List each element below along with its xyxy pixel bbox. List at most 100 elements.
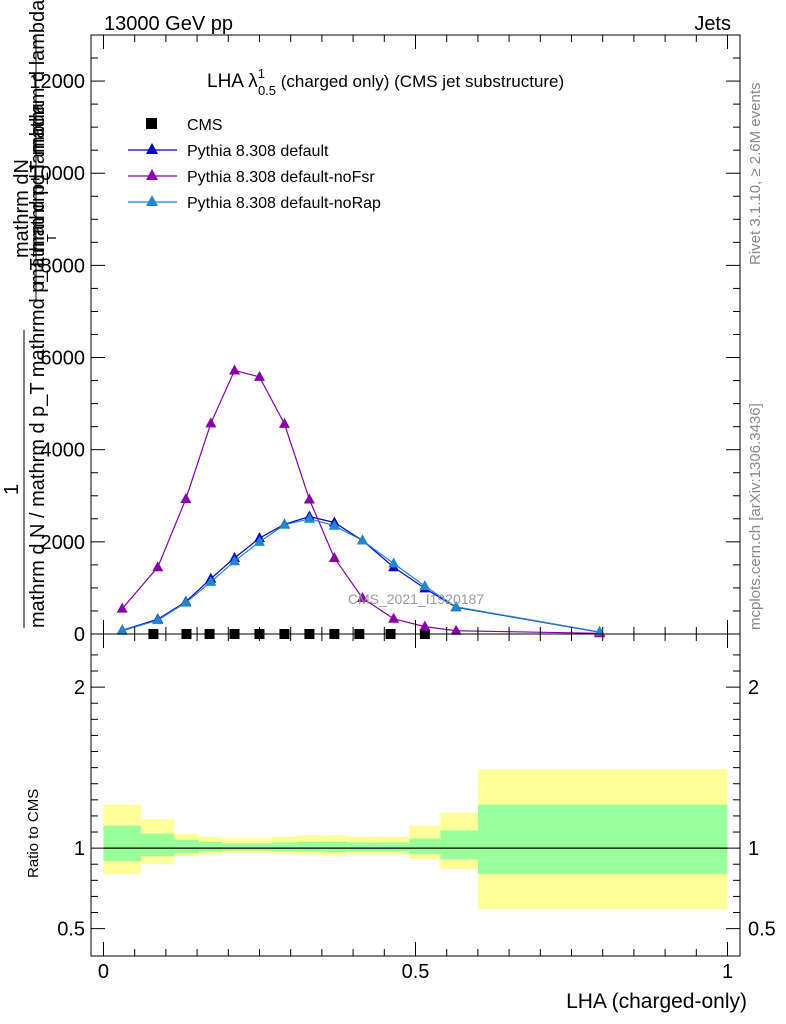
title-main: LHA λ — [207, 71, 258, 92]
ratio-axes: 0.5 0.5 1 1 2 2 0 0.5 1 — [57, 634, 776, 983]
ylabel-line-1: mathrm dN — [11, 159, 33, 258]
legend-entry-nofsr: Pythia 8.308 default-noFsr — [128, 169, 375, 186]
ylabel-note: T — [44, 234, 59, 242]
ratio-band-inner — [222, 843, 248, 851]
data-point — [116, 602, 128, 613]
ylabel-line-2: mathrm d p_T mathrm d lambda — [27, 0, 49, 285]
ratio-xtick-label: 0.5 — [402, 961, 430, 983]
data-point — [253, 535, 265, 546]
data-point — [388, 557, 400, 568]
ratio-band-inner — [247, 843, 272, 851]
legend-marker-default — [146, 143, 158, 154]
data-point — [328, 519, 340, 530]
ylabel-line-3: 1 — [1, 484, 23, 495]
data-point — [356, 592, 368, 603]
ratio-plot-data — [103, 769, 728, 910]
ratio-band-inner — [409, 838, 441, 854]
analysis-watermark: CMS_2021_I1920187 — [348, 591, 484, 607]
series-line — [122, 515, 600, 633]
legend-marker-norap — [146, 195, 158, 206]
main-title: LHA λ1 0.5 (charged only) (CMS jet substr… — [207, 66, 564, 98]
ratio-band-inner — [173, 840, 199, 853]
ratio-ytick-label: 0.5 — [57, 919, 85, 941]
legend-marker-cms — [146, 118, 157, 129]
ratio-band-inner — [321, 841, 347, 853]
title-sup: 1 — [258, 66, 265, 81]
xlabel: LHA (charged-only) — [566, 990, 747, 1013]
ratio-panel: 0.5 0.5 1 1 2 2 0 0.5 1 Ratio to CMS LHA (charge… — [25, 633, 776, 1013]
ratio-band-inner — [374, 842, 410, 852]
data-point — [388, 612, 400, 623]
title-rest: (charged only) (CMS jet substructure) — [276, 72, 564, 91]
ratio-ytick-label: 1 — [74, 838, 85, 860]
main-ytick-label: 6000 — [41, 348, 86, 370]
data-point — [356, 534, 368, 545]
ratio-band-inner — [198, 841, 223, 852]
data-point — [450, 600, 462, 611]
main-ytick-label: 8000 — [41, 255, 86, 277]
data-point — [419, 580, 431, 591]
data-point — [278, 518, 290, 529]
legend-entry-cms: CMS — [146, 117, 223, 134]
legend-label-default: Pythia 8.308 default — [187, 143, 329, 160]
data-point — [152, 614, 164, 625]
ratio-ytick-label: 2 — [74, 677, 85, 699]
main-axes: 0 2000 4000 6000 8000 10000 12000 — [29, 34, 740, 646]
data-point — [205, 575, 217, 586]
data-point — [205, 417, 217, 428]
series-2 — [116, 364, 606, 638]
legend-label-norap: Pythia 8.308 default-noRap — [187, 195, 381, 212]
legend-label-nofsr: Pythia 8.308 default-noFsr — [187, 169, 375, 186]
main-ytick-label: 4000 — [41, 440, 86, 462]
ratio-ytick-label-right: 2 — [748, 677, 759, 699]
legend-entry-norap: Pythia 8.308 default-noRap — [128, 195, 381, 212]
ratio-band-inner — [477, 804, 728, 874]
legend-entry-default: Pythia 8.308 default — [128, 143, 329, 160]
mcplots-label: mcplots.cern.ch [arXiv:1306.3436] — [747, 403, 764, 630]
process-label: Jets — [694, 13, 731, 35]
data-point — [152, 561, 164, 572]
series-3 — [116, 512, 606, 636]
data-point — [303, 512, 315, 523]
data-point — [229, 364, 241, 375]
ylabel-line-4: mathrm d N / mathrm d p_T mathrmd p_T ma… — [27, 102, 49, 628]
ratio-ytick-label-right: 1 — [748, 838, 759, 860]
main-ytick-label: 2000 — [41, 532, 86, 554]
data-point — [278, 417, 290, 428]
series-1 — [116, 510, 606, 637]
series-line — [122, 518, 600, 633]
legend: CMS Pythia 8.308 default Pythia 8.308 de… — [128, 117, 381, 212]
ratio-band-inner — [271, 842, 297, 852]
legend-marker-nofsr — [146, 169, 158, 180]
main-ytick-label: 0 — [74, 624, 85, 646]
ratio-band-inner — [346, 842, 375, 852]
main-plot-data — [116, 364, 606, 639]
main-ylabel: mathrm dN mathrm d p_T mathrm d lambda T… — [1, 0, 59, 628]
ratio-band-inner — [140, 833, 174, 857]
ratio-band-inner — [296, 841, 322, 852]
ratio-xtick-label: 1 — [722, 961, 733, 983]
data-point — [116, 624, 128, 635]
data-point — [229, 555, 241, 566]
ratio-ylabel: Ratio to CMS — [25, 789, 42, 878]
energy-label: 13000 GeV pp — [104, 13, 233, 35]
data-point — [450, 624, 462, 635]
data-point — [419, 620, 431, 631]
rivet-label: Rivet 3.1.10, ≥ 2.6M events — [747, 83, 764, 266]
series-line — [121, 369, 600, 634]
ratio-xtick-label: 0 — [98, 961, 109, 983]
main-ytick-label: 10000 — [29, 163, 85, 185]
data-point — [328, 551, 340, 562]
data-point — [180, 596, 192, 607]
data-point — [180, 492, 192, 503]
ratio-ytick-label-right: 0.5 — [748, 919, 776, 941]
data-point — [303, 493, 315, 504]
legend-label-cms: CMS — [187, 117, 223, 134]
data-point — [253, 370, 265, 381]
main-ytick-label: 12000 — [29, 71, 85, 93]
ratio-band-inner — [103, 825, 141, 862]
ratio-band-inner — [440, 830, 478, 860]
title-sub: 0.5 — [258, 83, 276, 98]
